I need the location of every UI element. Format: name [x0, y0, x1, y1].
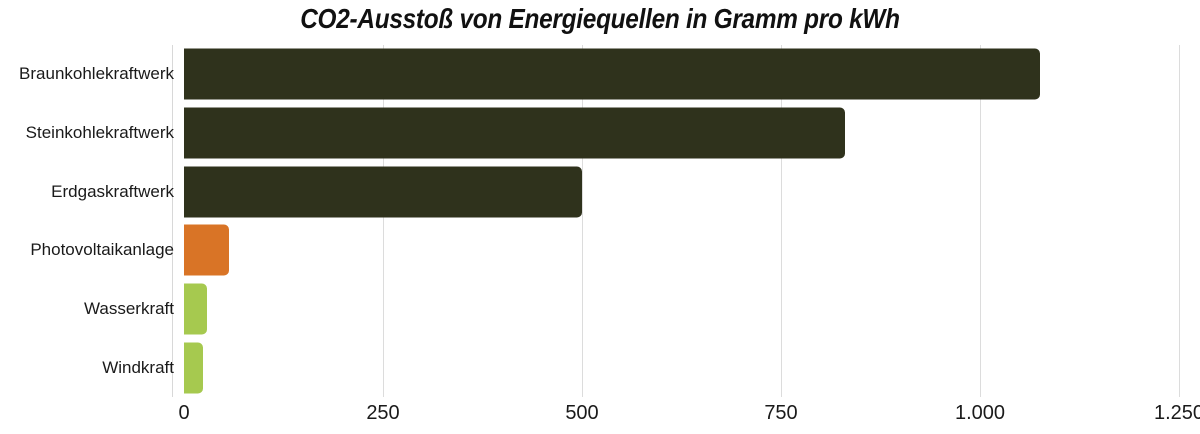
bar-track [184, 338, 1179, 397]
bar-row: Erdgaskraftwerk [0, 162, 1179, 221]
gridline [1179, 45, 1180, 397]
gridline [781, 45, 782, 397]
x-tick-label: 750 [764, 402, 798, 424]
bar-track [184, 162, 1179, 221]
gridline [383, 45, 384, 397]
x-tick-label: 0 [178, 402, 190, 424]
x-tick-label: 250 [366, 402, 400, 424]
bar-row: Photovoltaikanlage [0, 221, 1179, 280]
chart-title: CO2-Ausstoß von Energiequellen in Gramm … [300, 3, 900, 34]
category-label: Windkraft [102, 357, 174, 377]
bar-row: Wasserkraft [0, 280, 1179, 339]
bar-row: Braunkohlekraftwerk [0, 45, 1179, 104]
x-tick-label: 500 [565, 402, 599, 424]
bar-track [184, 104, 1179, 163]
bar-row: Steinkohlekraftwerk [0, 104, 1179, 163]
bar-photovoltaikanlage [184, 224, 229, 276]
x-tick-label: 1.250 [1153, 402, 1200, 424]
x-axis: 0 250 500 750 1.000 1.250 [178, 402, 1200, 432]
gridline [980, 45, 981, 397]
bar-rows: Braunkohlekraftwerk Steinkohlekraftwerk Er… [0, 45, 1179, 397]
bar-track [184, 280, 1179, 339]
category-label: Braunkohlekraftwerk [19, 64, 174, 84]
category-label: Wasserkraft [83, 299, 174, 319]
bar-braunkohlekraftwerk [184, 48, 1040, 100]
bar-steinkohlekraftwerk [184, 107, 845, 159]
category-label: Erdgaskraftwerk [51, 181, 174, 201]
bar-row: Windkraft [0, 338, 1179, 397]
x-tick-label: 1.000 [954, 402, 1006, 424]
category-label: Steinkohlekraftwerk [25, 123, 174, 142]
bar-windkraft [184, 342, 204, 394]
plot-area [172, 45, 1180, 397]
bar-track [184, 45, 1179, 104]
bar-wasserkraft [184, 283, 208, 335]
y-axis-line [172, 45, 173, 397]
category-label: Photovoltaikanlage [30, 240, 174, 260]
gridline [582, 45, 583, 397]
bar-erdgaskraftwerk [184, 166, 582, 218]
bar-track [184, 221, 1179, 280]
